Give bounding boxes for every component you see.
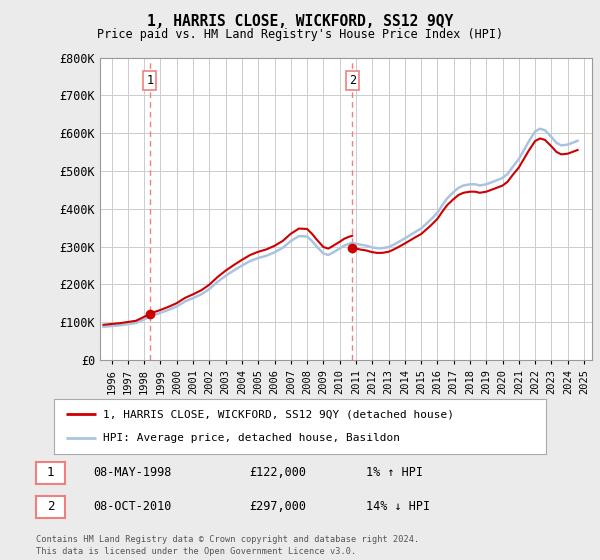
Text: 1, HARRIS CLOSE, WICKFORD, SS12 9QY: 1, HARRIS CLOSE, WICKFORD, SS12 9QY: [147, 14, 453, 29]
Text: Contains HM Land Registry data © Crown copyright and database right 2024.: Contains HM Land Registry data © Crown c…: [36, 535, 419, 544]
Text: 08-MAY-1998: 08-MAY-1998: [93, 466, 172, 479]
Text: HPI: Average price, detached house, Basildon: HPI: Average price, detached house, Basi…: [103, 433, 400, 443]
Text: 1: 1: [47, 466, 54, 479]
Text: Price paid vs. HM Land Registry's House Price Index (HPI): Price paid vs. HM Land Registry's House …: [97, 28, 503, 41]
Text: 08-OCT-2010: 08-OCT-2010: [93, 501, 172, 514]
Text: £297,000: £297,000: [249, 501, 306, 514]
Text: This data is licensed under the Open Government Licence v3.0.: This data is licensed under the Open Gov…: [36, 547, 356, 556]
Text: 1% ↑ HPI: 1% ↑ HPI: [366, 466, 423, 479]
Text: 14% ↓ HPI: 14% ↓ HPI: [366, 501, 430, 514]
Text: 1: 1: [146, 74, 154, 87]
Text: 2: 2: [47, 501, 54, 514]
Text: £122,000: £122,000: [249, 466, 306, 479]
Text: 1, HARRIS CLOSE, WICKFORD, SS12 9QY (detached house): 1, HARRIS CLOSE, WICKFORD, SS12 9QY (det…: [103, 409, 454, 419]
Text: 2: 2: [349, 74, 356, 87]
